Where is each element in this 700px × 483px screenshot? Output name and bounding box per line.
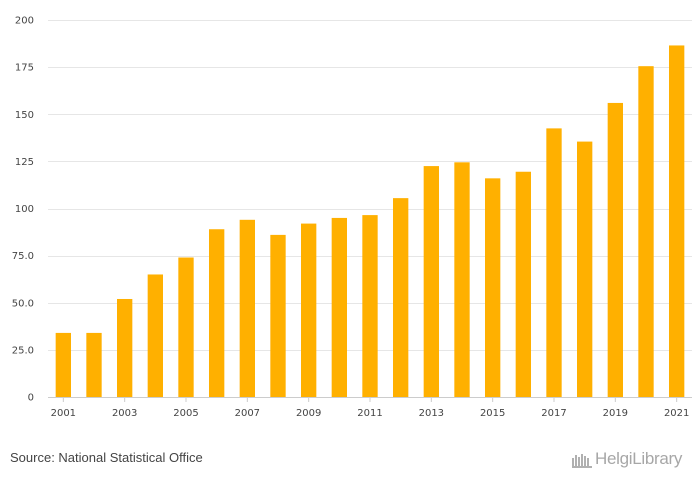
- x-tick-label: 2019: [603, 408, 628, 419]
- y-tick-label: 150: [15, 110, 34, 121]
- x-tick-label: 2017: [541, 408, 566, 419]
- bar-2003: [117, 298, 133, 397]
- bar-2009: [301, 223, 317, 397]
- bar-2021: [669, 45, 685, 397]
- x-tick-label: 2001: [51, 408, 76, 419]
- y-tick-label: 50.0: [12, 298, 34, 309]
- bar-2016: [515, 171, 531, 397]
- bar-2012: [393, 198, 409, 397]
- bar-2020: [638, 66, 654, 398]
- x-axis-ticks: 2001 2003 2005 2007 2009 2011 2013 2015 2017 2019…: [51, 397, 689, 419]
- y-tick-label: 175: [15, 63, 34, 74]
- bar-2007: [239, 219, 255, 397]
- helgi-library-logo: HelgiLibrary: [571, 449, 682, 469]
- y-tick-label: 125: [15, 157, 34, 168]
- bar-2008: [270, 234, 286, 397]
- y-tick-label: 75.0: [12, 251, 34, 262]
- x-tick-label: 2013: [419, 408, 444, 419]
- bar-2006: [209, 229, 225, 397]
- brand-name: HelgiLibrary: [595, 449, 683, 468]
- bar-2004: [147, 274, 163, 397]
- library-icon: [572, 454, 592, 468]
- y-axis-ticks: 0 25.0 50.0 75.0 100 125 150 175 200: [12, 16, 34, 404]
- x-tick-label: 2009: [296, 408, 321, 419]
- x-tick-label: 2007: [235, 408, 260, 419]
- x-tick-label: 2003: [112, 408, 137, 419]
- bar-2017: [546, 128, 562, 397]
- x-tick-label: 2011: [357, 408, 382, 419]
- y-tick-label: 200: [15, 16, 34, 27]
- bar-2015: [485, 178, 501, 397]
- y-tick-label: 0: [28, 393, 34, 404]
- bar-2019: [607, 102, 623, 397]
- x-tick-label: 2015: [480, 408, 505, 419]
- bar-2011: [362, 215, 378, 397]
- bar-2005: [178, 257, 194, 397]
- bar-2010: [331, 217, 347, 397]
- y-tick-label: 100: [15, 204, 34, 215]
- source-note: Source: National Statistical Office: [10, 450, 203, 465]
- x-tick-label: 2021: [664, 408, 689, 419]
- bar-2018: [577, 141, 593, 397]
- bar-2002: [86, 332, 102, 397]
- x-tick-label: 2005: [173, 408, 198, 419]
- y-tick-label: 25.0: [12, 345, 34, 356]
- bar-2013: [423, 166, 439, 397]
- bars: [55, 45, 685, 398]
- bar-2014: [454, 162, 470, 397]
- bar-2001: [55, 332, 71, 397]
